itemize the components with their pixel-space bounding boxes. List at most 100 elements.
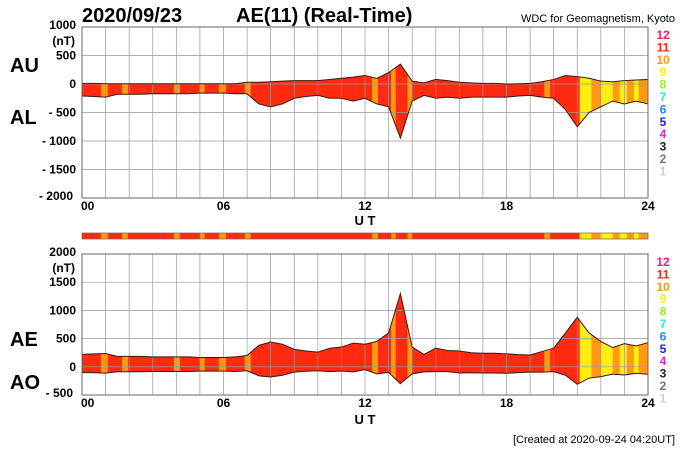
- station-count-legend: 8: [660, 78, 667, 92]
- ytick-label: 2000: [49, 245, 76, 259]
- station-count-legend: 2: [660, 152, 667, 166]
- xtick-label: 18: [500, 396, 514, 410]
- station-strip-segment: [612, 233, 620, 239]
- station-count-legend: 1: [660, 164, 667, 178]
- station-strip-segment: [412, 233, 545, 239]
- station-segment-au-al: [407, 64, 413, 139]
- station-segment-au-al: [390, 64, 396, 139]
- unit-label-1: (nT): [52, 34, 75, 48]
- station-strip-segment: [372, 233, 379, 239]
- series-line-ao: [81, 369, 649, 385]
- station-strip-segment: [204, 233, 220, 239]
- station-strip-segment: [82, 233, 102, 239]
- station-strip-segment: [218, 233, 227, 239]
- station-strip-segment: [579, 233, 592, 239]
- station-segment-ae-ao: [199, 293, 205, 385]
- created-timestamp: [Created at 2020-09-24 04:20UT]: [513, 434, 675, 446]
- station-strip-segment: [377, 233, 392, 239]
- station-count-legend: 7: [660, 317, 667, 331]
- station-segment-ae-ao: [173, 293, 181, 385]
- station-count-legend: 3: [660, 140, 667, 154]
- series-line-al: [81, 92, 649, 140]
- station-count-legend: 9: [660, 292, 667, 306]
- station-segment-ae-ao: [204, 293, 220, 385]
- ytick-label: 1000: [49, 18, 76, 32]
- station-count-legend: 3: [660, 367, 667, 381]
- xtick-label: 00: [81, 396, 95, 410]
- station-segment-ae-ao: [619, 293, 628, 385]
- station-count-legend: 4: [660, 354, 667, 368]
- station-strip-segment: [407, 233, 413, 239]
- al-label: AL: [10, 107, 37, 129]
- ytick-label: - 500: [49, 106, 77, 120]
- ytick-label: - 2000: [39, 189, 73, 203]
- xtick-label: 24: [641, 199, 655, 213]
- series-line-ae: [81, 291, 649, 358]
- station-strip-segment: [600, 233, 613, 239]
- ytick-label: 500: [56, 49, 76, 63]
- station-segment-ae-ao: [390, 293, 396, 385]
- station-strip-segment: [199, 233, 205, 239]
- ytick-label: - 1500: [42, 163, 76, 177]
- station-count-legend: 5: [660, 342, 667, 356]
- au-label: AU: [10, 55, 39, 77]
- station-strip-segment: [100, 233, 109, 239]
- station-strip-segment: [127, 233, 175, 239]
- xtick-label: 06: [217, 199, 231, 213]
- station-strip-segment: [638, 233, 649, 239]
- station-count-legend: 12: [656, 28, 670, 42]
- station-segment-ae-ao: [107, 293, 123, 385]
- station-strip-segment: [544, 233, 551, 239]
- date-title: 2020/09/23: [82, 5, 182, 27]
- xtick-label: 06: [217, 396, 231, 410]
- station-segment-ae-ao: [225, 293, 246, 385]
- station-segment-ae-ao: [100, 293, 109, 385]
- station-segment-ae-ao: [244, 293, 251, 385]
- station-segment-au-al: [638, 64, 648, 139]
- station-strip-segment: [633, 233, 639, 239]
- station-segment-ae-ao: [395, 293, 408, 385]
- station-count-legend: 9: [660, 65, 667, 79]
- xlabel-1: U T: [355, 213, 376, 228]
- station-count-legend: 11: [657, 40, 670, 54]
- station-segment-ae-ao: [591, 293, 602, 385]
- xtick-label: 24: [641, 396, 655, 410]
- station-segment-ae-ao: [544, 293, 551, 385]
- ytick-label: 0: [69, 360, 76, 374]
- ytick-label: - 1000: [42, 134, 76, 148]
- unit-label-2: (nT): [52, 261, 75, 275]
- ytick-label: 1500: [49, 275, 76, 289]
- station-count-legend: 11: [657, 267, 670, 281]
- station-segment-au-al: [619, 64, 628, 139]
- station-strip-segment: [390, 233, 396, 239]
- station-segment-au-al: [591, 64, 602, 139]
- xtick-label: 12: [358, 396, 372, 410]
- station-segment-au-al: [612, 64, 620, 139]
- station-strip-segment: [225, 233, 246, 239]
- station-strip-segment: [395, 233, 408, 239]
- station-strip-segment: [244, 233, 251, 239]
- ytick-label: 500: [56, 332, 76, 346]
- station-strip-segment: [550, 233, 580, 239]
- ytick-label: 1000: [49, 303, 76, 317]
- station-segment-ae-ao: [579, 293, 592, 385]
- plot-frame: [81, 26, 649, 199]
- station-count-legend: 6: [660, 102, 667, 116]
- station-strip-segment: [122, 233, 129, 239]
- station-segment-ae-ao: [550, 293, 580, 385]
- station-segment-ae-ao: [179, 293, 201, 385]
- station-strip-segment: [619, 233, 628, 239]
- station-segment-ae-ao: [250, 293, 373, 385]
- ytick-label: 0: [69, 77, 76, 91]
- station-count-legend: 12: [656, 255, 670, 269]
- xtick-label: 18: [500, 199, 514, 213]
- station-segment-ae-ao: [600, 293, 613, 385]
- station-count-legend: 5: [660, 115, 667, 129]
- station-strip-segment: [107, 233, 123, 239]
- station-segment-ae-ao: [82, 293, 102, 385]
- station-strip-segment: [173, 233, 181, 239]
- station-count-legend: 10: [656, 280, 670, 294]
- station-count-legend: 4: [660, 127, 667, 141]
- source-label: WDC for Geomagnetism, Kyoto: [521, 13, 675, 25]
- station-segment-ae-ao: [412, 293, 545, 385]
